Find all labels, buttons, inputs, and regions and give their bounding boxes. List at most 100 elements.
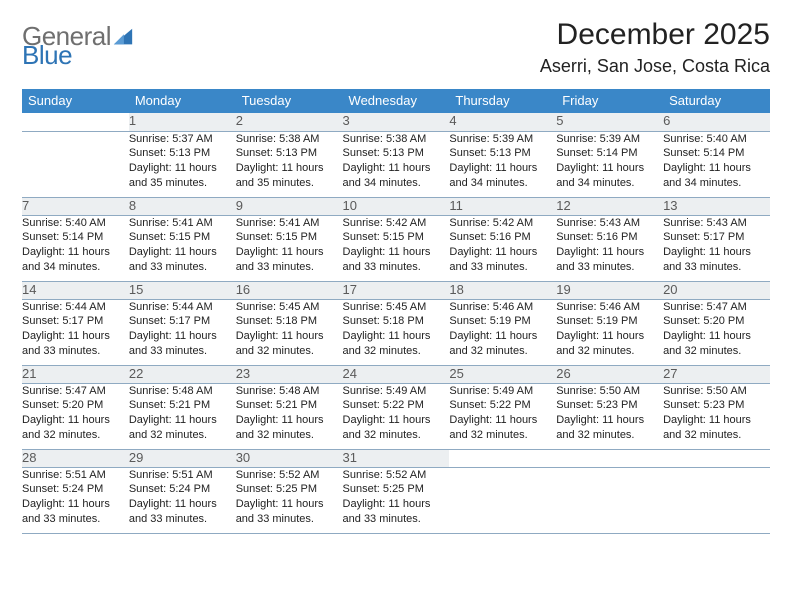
day-number-cell — [663, 449, 770, 467]
week-daynum-row: 78910111213 — [22, 197, 770, 215]
day-number-cell: 27 — [663, 365, 770, 383]
title-block: December 2025 Aserri, San Jose, Costa Ri… — [540, 18, 770, 77]
sunset-line: Sunset: 5:14 PM — [22, 230, 129, 245]
day-info-cell: Sunrise: 5:38 AMSunset: 5:13 PMDaylight:… — [236, 131, 343, 197]
daylight-line: Daylight: 11 hours and 33 minutes. — [449, 245, 556, 275]
sunset-line: Sunset: 5:23 PM — [556, 398, 663, 413]
sunset-line: Sunset: 5:15 PM — [343, 230, 450, 245]
day-number-cell: 13 — [663, 197, 770, 215]
sunset-line: Sunset: 5:21 PM — [129, 398, 236, 413]
day-info-cell: Sunrise: 5:50 AMSunset: 5:23 PMDaylight:… — [556, 383, 663, 449]
calendar-table: SundayMondayTuesdayWednesdayThursdayFrid… — [22, 89, 770, 534]
day-number-cell: 11 — [449, 197, 556, 215]
sunset-line: Sunset: 5:16 PM — [449, 230, 556, 245]
weekday-header: Friday — [556, 89, 663, 113]
weekday-header: Sunday — [22, 89, 129, 113]
sunrise-line: Sunrise: 5:38 AM — [343, 132, 450, 147]
daylight-line: Daylight: 11 hours and 33 minutes. — [343, 497, 450, 527]
daylight-line: Daylight: 11 hours and 32 minutes. — [236, 413, 343, 443]
daylight-line: Daylight: 11 hours and 34 minutes. — [663, 161, 770, 191]
daylight-line: Daylight: 11 hours and 33 minutes. — [129, 497, 236, 527]
day-number-cell: 28 — [22, 449, 129, 467]
calendar-page: GeneralBlue December 2025 Aserri, San Jo… — [0, 0, 792, 612]
daylight-line: Daylight: 11 hours and 33 minutes. — [236, 497, 343, 527]
sunset-line: Sunset: 5:23 PM — [663, 398, 770, 413]
day-info-cell: Sunrise: 5:52 AMSunset: 5:25 PMDaylight:… — [236, 467, 343, 533]
sunrise-line: Sunrise: 5:38 AM — [236, 132, 343, 147]
calendar-header-row: SundayMondayTuesdayWednesdayThursdayFrid… — [22, 89, 770, 113]
sunset-line: Sunset: 5:24 PM — [129, 482, 236, 497]
brand-text-stack: GeneralBlue — [22, 24, 134, 67]
day-info-cell: Sunrise: 5:43 AMSunset: 5:17 PMDaylight:… — [663, 215, 770, 281]
daylight-line: Daylight: 11 hours and 33 minutes. — [22, 329, 129, 359]
daylight-line: Daylight: 11 hours and 33 minutes. — [556, 245, 663, 275]
weekday-header: Tuesday — [236, 89, 343, 113]
sunset-line: Sunset: 5:13 PM — [343, 146, 450, 161]
day-info-cell: Sunrise: 5:49 AMSunset: 5:22 PMDaylight:… — [449, 383, 556, 449]
daylight-line: Daylight: 11 hours and 33 minutes. — [343, 245, 450, 275]
sunrise-line: Sunrise: 5:43 AM — [556, 216, 663, 231]
sunrise-line: Sunrise: 5:44 AM — [22, 300, 129, 315]
day-info-cell: Sunrise: 5:52 AMSunset: 5:25 PMDaylight:… — [343, 467, 450, 533]
daylight-line: Daylight: 11 hours and 32 minutes. — [663, 329, 770, 359]
sunset-line: Sunset: 5:17 PM — [22, 314, 129, 329]
sunrise-line: Sunrise: 5:49 AM — [343, 384, 450, 399]
month-title: December 2025 — [540, 18, 770, 52]
daylight-line: Daylight: 11 hours and 32 minutes. — [22, 413, 129, 443]
location-subtitle: Aserri, San Jose, Costa Rica — [540, 56, 770, 77]
day-info-cell: Sunrise: 5:46 AMSunset: 5:19 PMDaylight:… — [449, 299, 556, 365]
sunrise-line: Sunrise: 5:42 AM — [343, 216, 450, 231]
day-info-cell: Sunrise: 5:38 AMSunset: 5:13 PMDaylight:… — [343, 131, 450, 197]
daylight-line: Daylight: 11 hours and 33 minutes. — [22, 497, 129, 527]
sunset-line: Sunset: 5:20 PM — [22, 398, 129, 413]
day-info-cell: Sunrise: 5:48 AMSunset: 5:21 PMDaylight:… — [236, 383, 343, 449]
daylight-line: Daylight: 11 hours and 35 minutes. — [129, 161, 236, 191]
day-number-cell: 12 — [556, 197, 663, 215]
sunrise-line: Sunrise: 5:51 AM — [129, 468, 236, 483]
sunset-line: Sunset: 5:25 PM — [236, 482, 343, 497]
day-number-cell: 16 — [236, 281, 343, 299]
day-info-cell: Sunrise: 5:40 AMSunset: 5:14 PMDaylight:… — [22, 215, 129, 281]
day-info-cell: Sunrise: 5:44 AMSunset: 5:17 PMDaylight:… — [129, 299, 236, 365]
daylight-line: Daylight: 11 hours and 34 minutes. — [449, 161, 556, 191]
brand-logo: GeneralBlue — [22, 18, 134, 67]
daylight-line: Daylight: 11 hours and 32 minutes. — [129, 413, 236, 443]
day-info-cell: Sunrise: 5:48 AMSunset: 5:21 PMDaylight:… — [129, 383, 236, 449]
day-number-cell: 18 — [449, 281, 556, 299]
day-number-cell: 4 — [449, 113, 556, 131]
week-daynum-row: 21222324252627 — [22, 365, 770, 383]
day-info-cell: Sunrise: 5:41 AMSunset: 5:15 PMDaylight:… — [236, 215, 343, 281]
day-info-cell: Sunrise: 5:46 AMSunset: 5:19 PMDaylight:… — [556, 299, 663, 365]
daylight-line: Daylight: 11 hours and 32 minutes. — [343, 329, 450, 359]
day-number-cell — [556, 449, 663, 467]
sunrise-line: Sunrise: 5:37 AM — [129, 132, 236, 147]
day-info-cell: Sunrise: 5:47 AMSunset: 5:20 PMDaylight:… — [22, 383, 129, 449]
daylight-line: Daylight: 11 hours and 32 minutes. — [556, 329, 663, 359]
sunset-line: Sunset: 5:18 PM — [343, 314, 450, 329]
daylight-line: Daylight: 11 hours and 32 minutes. — [449, 413, 556, 443]
day-info-cell: Sunrise: 5:49 AMSunset: 5:22 PMDaylight:… — [343, 383, 450, 449]
sunset-line: Sunset: 5:25 PM — [343, 482, 450, 497]
sunrise-line: Sunrise: 5:41 AM — [129, 216, 236, 231]
day-number-cell: 31 — [343, 449, 450, 467]
daylight-line: Daylight: 11 hours and 32 minutes. — [556, 413, 663, 443]
week-daynum-row: 123456 — [22, 113, 770, 131]
sunrise-line: Sunrise: 5:49 AM — [449, 384, 556, 399]
sunset-line: Sunset: 5:20 PM — [663, 314, 770, 329]
sunset-line: Sunset: 5:13 PM — [129, 146, 236, 161]
week-info-row: Sunrise: 5:37 AMSunset: 5:13 PMDaylight:… — [22, 131, 770, 197]
day-info-cell — [22, 131, 129, 197]
day-info-cell: Sunrise: 5:42 AMSunset: 5:15 PMDaylight:… — [343, 215, 450, 281]
day-number-cell: 15 — [129, 281, 236, 299]
sunset-line: Sunset: 5:19 PM — [449, 314, 556, 329]
day-number-cell: 2 — [236, 113, 343, 131]
sunset-line: Sunset: 5:17 PM — [129, 314, 236, 329]
sunrise-line: Sunrise: 5:47 AM — [22, 384, 129, 399]
day-number-cell: 25 — [449, 365, 556, 383]
weekday-header: Wednesday — [343, 89, 450, 113]
sunrise-line: Sunrise: 5:50 AM — [663, 384, 770, 399]
sunset-line: Sunset: 5:22 PM — [449, 398, 556, 413]
day-info-cell: Sunrise: 5:50 AMSunset: 5:23 PMDaylight:… — [663, 383, 770, 449]
day-number-cell: 24 — [343, 365, 450, 383]
daylight-line: Daylight: 11 hours and 32 minutes. — [236, 329, 343, 359]
